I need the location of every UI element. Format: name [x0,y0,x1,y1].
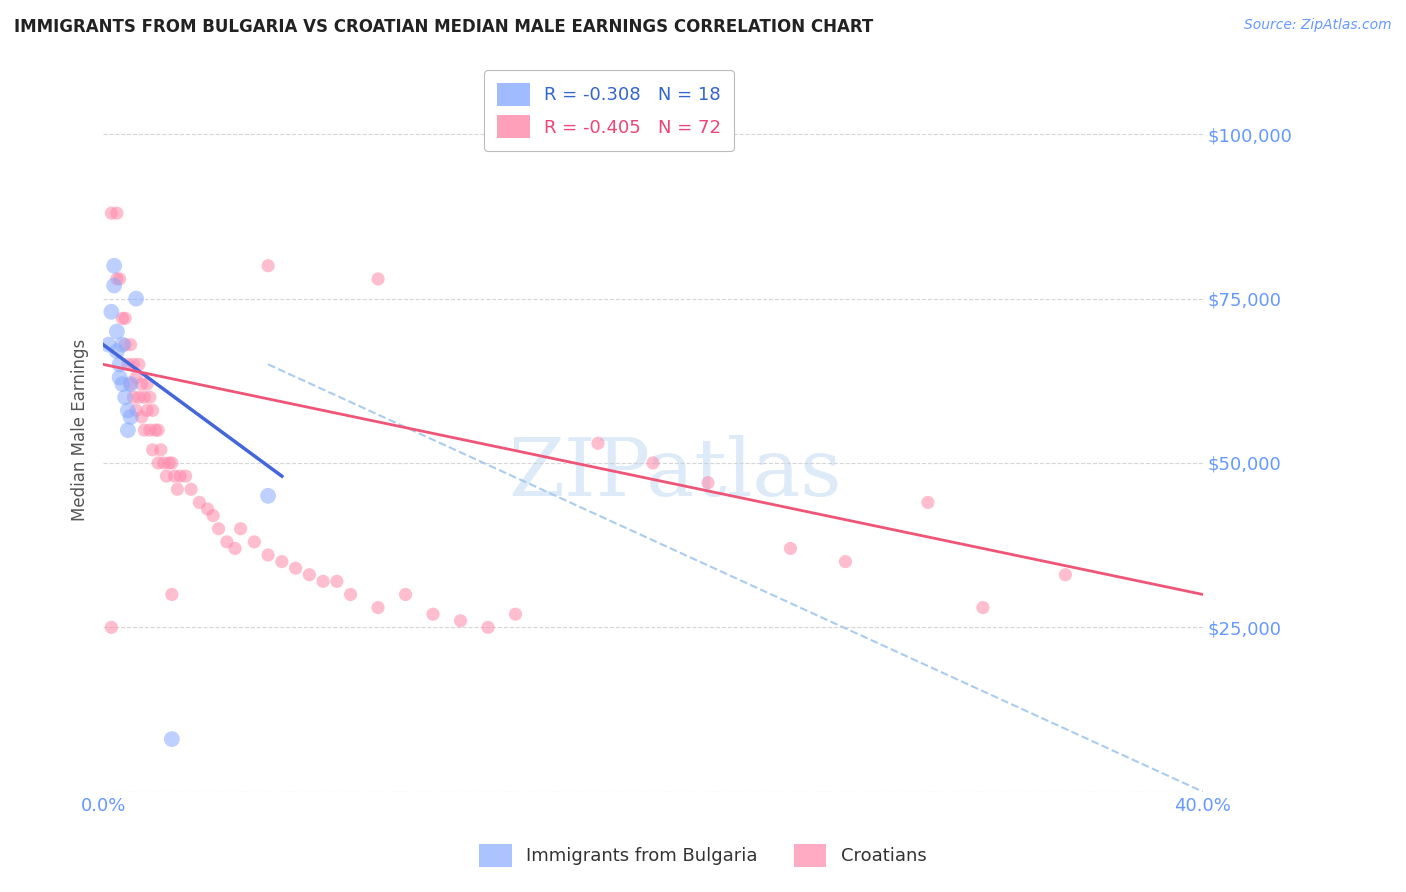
Point [128,357,150,371]
Point [298,567,321,582]
Point [100,305,122,319]
Point [122,357,145,371]
Point [125,403,148,417]
Point [149,442,172,457]
Point [108,357,131,371]
Point [117,403,139,417]
Point [120,409,142,424]
Point [697,475,720,490]
Point [270,555,292,569]
Point [169,469,191,483]
Text: ZIPatlas: ZIPatlas [508,434,842,513]
Point [224,541,246,556]
Point [367,272,389,286]
Point [367,600,389,615]
Point [146,423,169,437]
Point [131,409,153,424]
Point [166,483,188,497]
Point [120,337,142,351]
Point [114,311,136,326]
Point [139,423,162,437]
Point [134,423,156,437]
Point [339,587,361,601]
Point [505,607,527,622]
Point [834,555,856,569]
Point [108,370,131,384]
Point [117,423,139,437]
Point [120,377,142,392]
Point [97,337,120,351]
Point [180,483,202,497]
Legend: R = -0.308   N = 18, R = -0.405   N = 72: R = -0.308 N = 18, R = -0.405 N = 72 [485,70,734,151]
Point [103,278,125,293]
Point [160,732,183,747]
Point [117,357,139,371]
Point [108,272,131,286]
Point [120,377,142,392]
Text: IMMIGRANTS FROM BULGARIA VS CROATIAN MEDIAN MALE EARNINGS CORRELATION CHART: IMMIGRANTS FROM BULGARIA VS CROATIAN MED… [14,18,873,36]
Point [394,587,416,601]
Point [105,272,128,286]
Point [155,469,177,483]
Point [131,377,153,392]
Point [243,534,266,549]
Point [136,377,159,392]
Point [125,370,148,384]
Point [312,574,335,589]
Point [128,390,150,404]
Point [257,489,280,503]
Point [174,469,197,483]
Point [114,390,136,404]
Point [136,403,159,417]
Point [586,436,609,450]
Point [146,456,169,470]
Point [160,456,183,470]
Y-axis label: Median Male Earnings: Median Male Earnings [72,339,89,521]
Point [105,206,128,220]
Point [139,390,162,404]
Point [163,469,186,483]
Point [105,325,128,339]
Point [134,390,156,404]
Legend: Immigrants from Bulgaria, Croatians: Immigrants from Bulgaria, Croatians [472,837,934,874]
Point [1054,567,1077,582]
Point [257,548,280,562]
Point [114,337,136,351]
Point [188,495,211,509]
Point [450,614,472,628]
Point [100,620,122,634]
Point [197,502,219,516]
Point [152,456,174,470]
Point [477,620,499,634]
Point [111,337,134,351]
Point [229,522,252,536]
Point [207,522,229,536]
Point [142,403,165,417]
Point [202,508,225,523]
Point [111,311,134,326]
Point [284,561,307,575]
Text: Source: ZipAtlas.com: Source: ZipAtlas.com [1244,18,1392,32]
Point [917,495,939,509]
Point [103,259,125,273]
Point [779,541,801,556]
Point [326,574,349,589]
Point [215,534,238,549]
Point [257,259,280,273]
Point [972,600,994,615]
Point [105,344,128,359]
Point [160,587,183,601]
Point [145,423,167,437]
Point [122,390,145,404]
Point [422,607,444,622]
Point [641,456,664,470]
Point [142,442,165,457]
Point [125,292,148,306]
Point [157,456,180,470]
Point [100,206,122,220]
Point [111,377,134,392]
